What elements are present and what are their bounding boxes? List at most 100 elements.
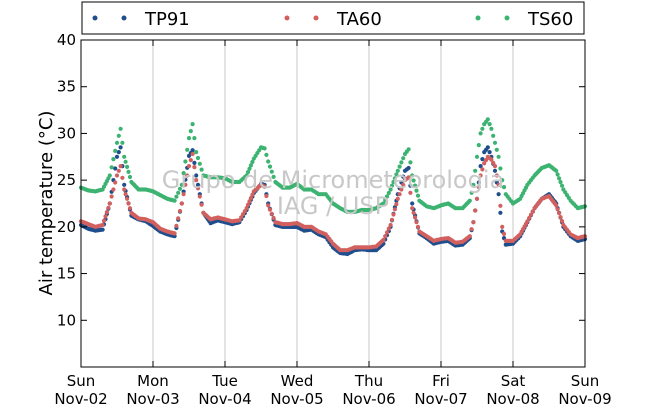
point <box>263 146 267 150</box>
x-tick-label-date: Nov-05 <box>270 390 323 408</box>
point <box>111 157 115 161</box>
point <box>115 141 119 145</box>
point <box>390 218 394 222</box>
point <box>385 230 389 234</box>
point <box>560 219 564 223</box>
point <box>105 210 109 214</box>
point <box>110 194 114 198</box>
watermark-line-2: IAG / USP <box>277 192 389 220</box>
point <box>192 136 196 140</box>
point <box>391 212 395 216</box>
legend-marker <box>505 16 510 21</box>
x-tick-label-date: Nov-04 <box>198 390 251 408</box>
y-tick-label: 20 <box>57 218 76 236</box>
point <box>383 234 387 238</box>
point <box>110 165 114 169</box>
y-tick-label: 15 <box>57 265 76 283</box>
point <box>174 195 178 199</box>
point <box>183 159 187 163</box>
x-tick-label-date: Nov-09 <box>558 390 611 408</box>
chart-area: Grupo de Micrometeorologia IAG / USP 10 1… <box>0 0 650 409</box>
x-tick-label-day: Thu <box>354 372 383 390</box>
point <box>416 225 420 229</box>
point <box>558 180 562 184</box>
point <box>557 211 561 215</box>
x-tick-label-date: Nov-03 <box>126 390 179 408</box>
legend-label: TS60 <box>527 9 573 30</box>
y-tick-label: 10 <box>57 311 76 329</box>
point <box>101 228 105 232</box>
point <box>556 207 560 211</box>
point <box>106 206 110 210</box>
point <box>126 170 130 174</box>
point <box>560 184 564 188</box>
legend-marker <box>476 16 481 21</box>
point <box>495 148 499 152</box>
point <box>200 203 204 207</box>
point <box>468 234 472 238</box>
point <box>554 169 558 173</box>
point <box>191 122 195 126</box>
point <box>414 220 418 224</box>
point <box>120 176 124 180</box>
point <box>488 150 492 154</box>
point <box>387 227 391 231</box>
legend-marker <box>93 16 98 21</box>
point <box>125 165 129 169</box>
y-tick-label: 30 <box>57 124 76 142</box>
point <box>489 127 493 131</box>
point <box>103 214 107 218</box>
point <box>479 131 483 135</box>
point <box>497 155 501 159</box>
point <box>475 155 479 159</box>
point <box>416 194 420 198</box>
point <box>498 211 502 215</box>
point <box>113 149 117 153</box>
point <box>119 164 123 168</box>
x-tick-label-day: Fri <box>432 372 450 390</box>
point <box>407 147 411 151</box>
point <box>475 197 479 201</box>
point <box>124 160 128 164</box>
watermark: Grupo de Micrometeorologia IAG / USP <box>162 166 504 220</box>
point <box>113 180 117 184</box>
legend-marker <box>285 16 290 21</box>
point <box>410 206 414 210</box>
point <box>473 208 477 212</box>
point <box>173 231 177 235</box>
point <box>558 215 562 219</box>
point <box>468 199 472 203</box>
point <box>394 202 398 206</box>
point <box>117 150 121 154</box>
point <box>266 159 270 163</box>
point <box>471 220 475 224</box>
point <box>196 156 200 160</box>
point <box>185 148 189 152</box>
point <box>173 199 177 203</box>
point <box>122 187 126 191</box>
x-tick-label-date: Nov-06 <box>342 390 395 408</box>
x-tick-label-day: Tue <box>211 372 238 390</box>
point <box>410 201 414 205</box>
point <box>401 156 405 160</box>
point <box>381 238 385 242</box>
point <box>125 197 129 201</box>
legend-label: TA60 <box>336 9 382 30</box>
point <box>480 157 484 161</box>
point <box>124 192 128 196</box>
point <box>126 201 130 205</box>
point <box>117 134 121 138</box>
x-tick-label-date: Nov-02 <box>54 390 107 408</box>
point <box>557 176 561 180</box>
point <box>389 223 393 227</box>
x-tick-label-date: Nov-08 <box>486 390 539 408</box>
legend-marker <box>314 16 319 21</box>
point <box>117 169 121 173</box>
point <box>554 203 558 207</box>
point <box>108 173 112 177</box>
x-tick-label-day: Sun <box>67 372 96 390</box>
point <box>122 155 126 159</box>
point <box>119 127 123 131</box>
point <box>128 206 132 210</box>
point <box>108 201 112 205</box>
